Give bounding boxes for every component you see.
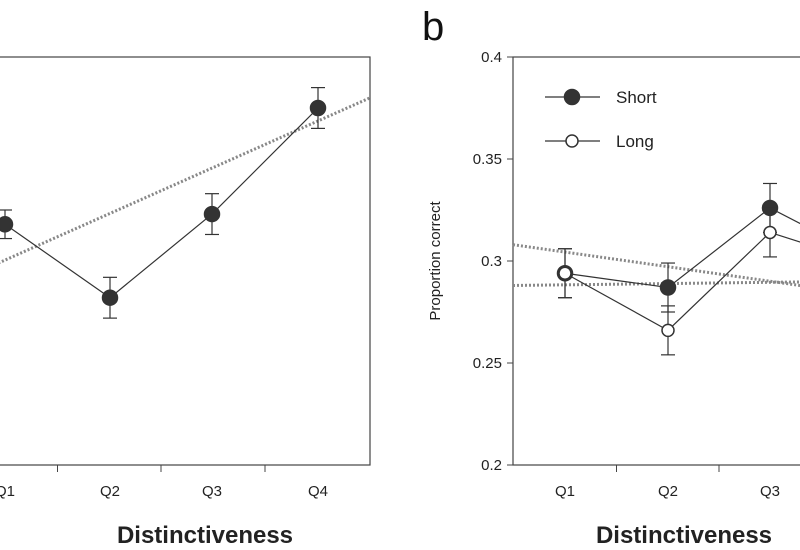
data-point-short bbox=[309, 99, 327, 117]
y-tick-label: 0.2 bbox=[481, 457, 502, 474]
x-tick-label: Q1 bbox=[555, 483, 575, 500]
panel-label-b: b bbox=[422, 5, 444, 49]
x-axis-label: Distinctiveness bbox=[596, 522, 772, 549]
x-tick-label: Q2 bbox=[100, 483, 120, 500]
trend-line bbox=[512, 280, 800, 287]
trend-line bbox=[512, 243, 800, 288]
x-tick-label: Q1 bbox=[0, 483, 15, 500]
data-point-short bbox=[203, 205, 221, 223]
legend-entry: Short bbox=[616, 88, 657, 107]
y-tick-label: 0.35 bbox=[473, 151, 502, 168]
data-point-long bbox=[558, 266, 572, 280]
data-point-short bbox=[659, 279, 677, 296]
x-tick-label: Q3 bbox=[202, 483, 222, 500]
y-tick-label: 0.3 bbox=[481, 253, 502, 270]
y-tick-label: 0.25 bbox=[473, 355, 502, 372]
x-tick-label: Q2 bbox=[658, 483, 678, 500]
y-axis-label: Proportion correct bbox=[427, 201, 444, 321]
legend-marker-short bbox=[563, 88, 581, 106]
data-point-short bbox=[0, 216, 14, 233]
y-tick-label: 0.4 bbox=[481, 49, 502, 66]
legend-entry: Long bbox=[616, 132, 654, 151]
plot-frame-b bbox=[512, 56, 800, 466]
legend-marker-long bbox=[565, 134, 579, 148]
data-point-short bbox=[101, 289, 119, 306]
x-tick-label: Q3 bbox=[760, 483, 780, 500]
data-point-long bbox=[763, 225, 777, 240]
series-line-long bbox=[564, 231, 800, 332]
plot-frame-a bbox=[0, 56, 371, 466]
series-line-short bbox=[564, 207, 800, 289]
trend-line bbox=[0, 96, 371, 264]
x-axis-label: Distinctiveness bbox=[117, 522, 293, 549]
series-line-short bbox=[4, 107, 319, 299]
x-tick-label: Q4 bbox=[308, 483, 328, 500]
data-point-long bbox=[661, 323, 675, 338]
